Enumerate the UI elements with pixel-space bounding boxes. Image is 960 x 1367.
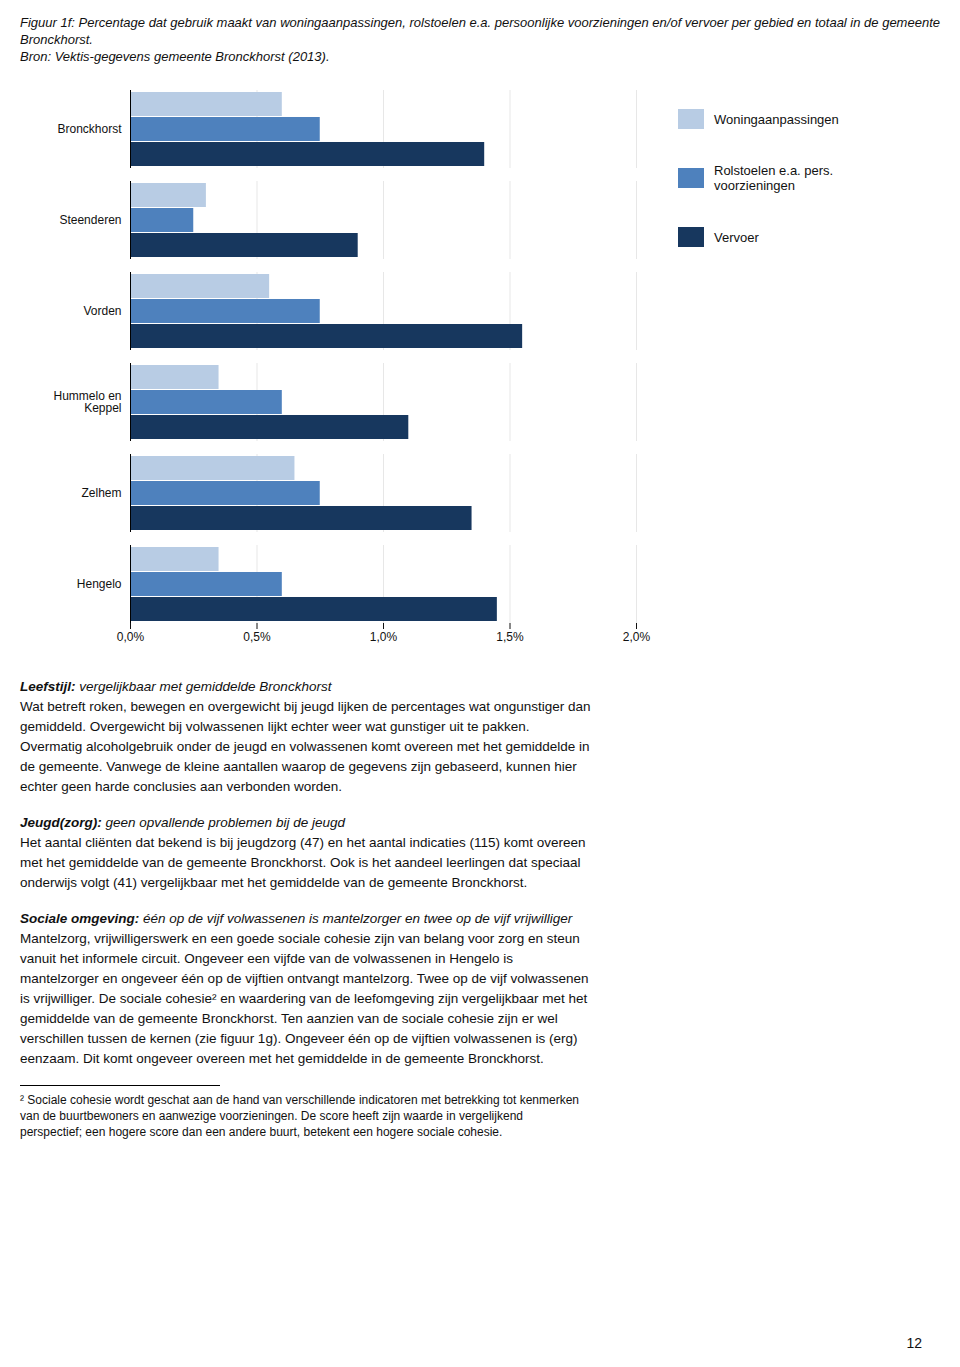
svg-text:Zelhem: Zelhem (81, 486, 121, 500)
svg-text:0,5%: 0,5% (243, 630, 271, 644)
html-text:Vervoer: Vervoer (714, 229, 759, 245)
html-text:12: 12 (906, 1335, 922, 1351)
html-text:Het aantal cliënten dat bekend: Het aantal cliënten dat bekend is bij je… (20, 835, 586, 890)
html-text:Sociale omgeving: één op de vi: Sociale omgeving: één op de vijf volwass… (20, 911, 573, 926)
html-text:² Sociale cohesie wordt gescha: ² Sociale cohesie wordt geschat aan de h… (20, 1093, 579, 1139)
html-text:Bron: Vektis-gegevens gemeente: Bron: Vektis-gegevens gemeente Bronckhor… (20, 49, 330, 64)
svg-text:1,5%: 1,5% (496, 630, 524, 644)
html-text:Mantelzorg, vrijwilligerswerk: Mantelzorg, vrijwilligerswerk en een goe… (20, 931, 589, 1066)
html-text:Rolstoelen e.a. pers. voorzien: Rolstoelen e.a. pers. voorzieningen (714, 163, 834, 193)
svg-text:Hummelo enKeppel: Hummelo enKeppel (53, 389, 121, 415)
svg-text:Bronckhorst: Bronckhorst (57, 122, 122, 136)
html-text:Leefstijl: vergelijkbaar met g: Leefstijl: vergelijkbaar met gemiddelde … (20, 679, 332, 694)
svg-text:Hengelo: Hengelo (77, 577, 122, 591)
svg-text:Steenderen: Steenderen (59, 213, 121, 227)
html-text:Figuur 1f: Percentage dat gebr: Figuur 1f: Percentage dat gebruik maakt … (20, 15, 940, 47)
html-text:Jeugd(zorg): geen opvallende p: Jeugd(zorg): geen opvallende problemen b… (20, 815, 345, 830)
svg-text:2,0%: 2,0% (623, 630, 651, 644)
svg-text:Vorden: Vorden (83, 304, 121, 318)
html-text:Wat betreft roken, bewegen en: Wat betreft roken, bewegen en overgewich… (20, 699, 591, 794)
svg-text:1,0%: 1,0% (370, 630, 398, 644)
html-text:Woningaanpassingen: Woningaanpassingen (714, 111, 839, 127)
svg-text:0,0%: 0,0% (117, 630, 145, 644)
